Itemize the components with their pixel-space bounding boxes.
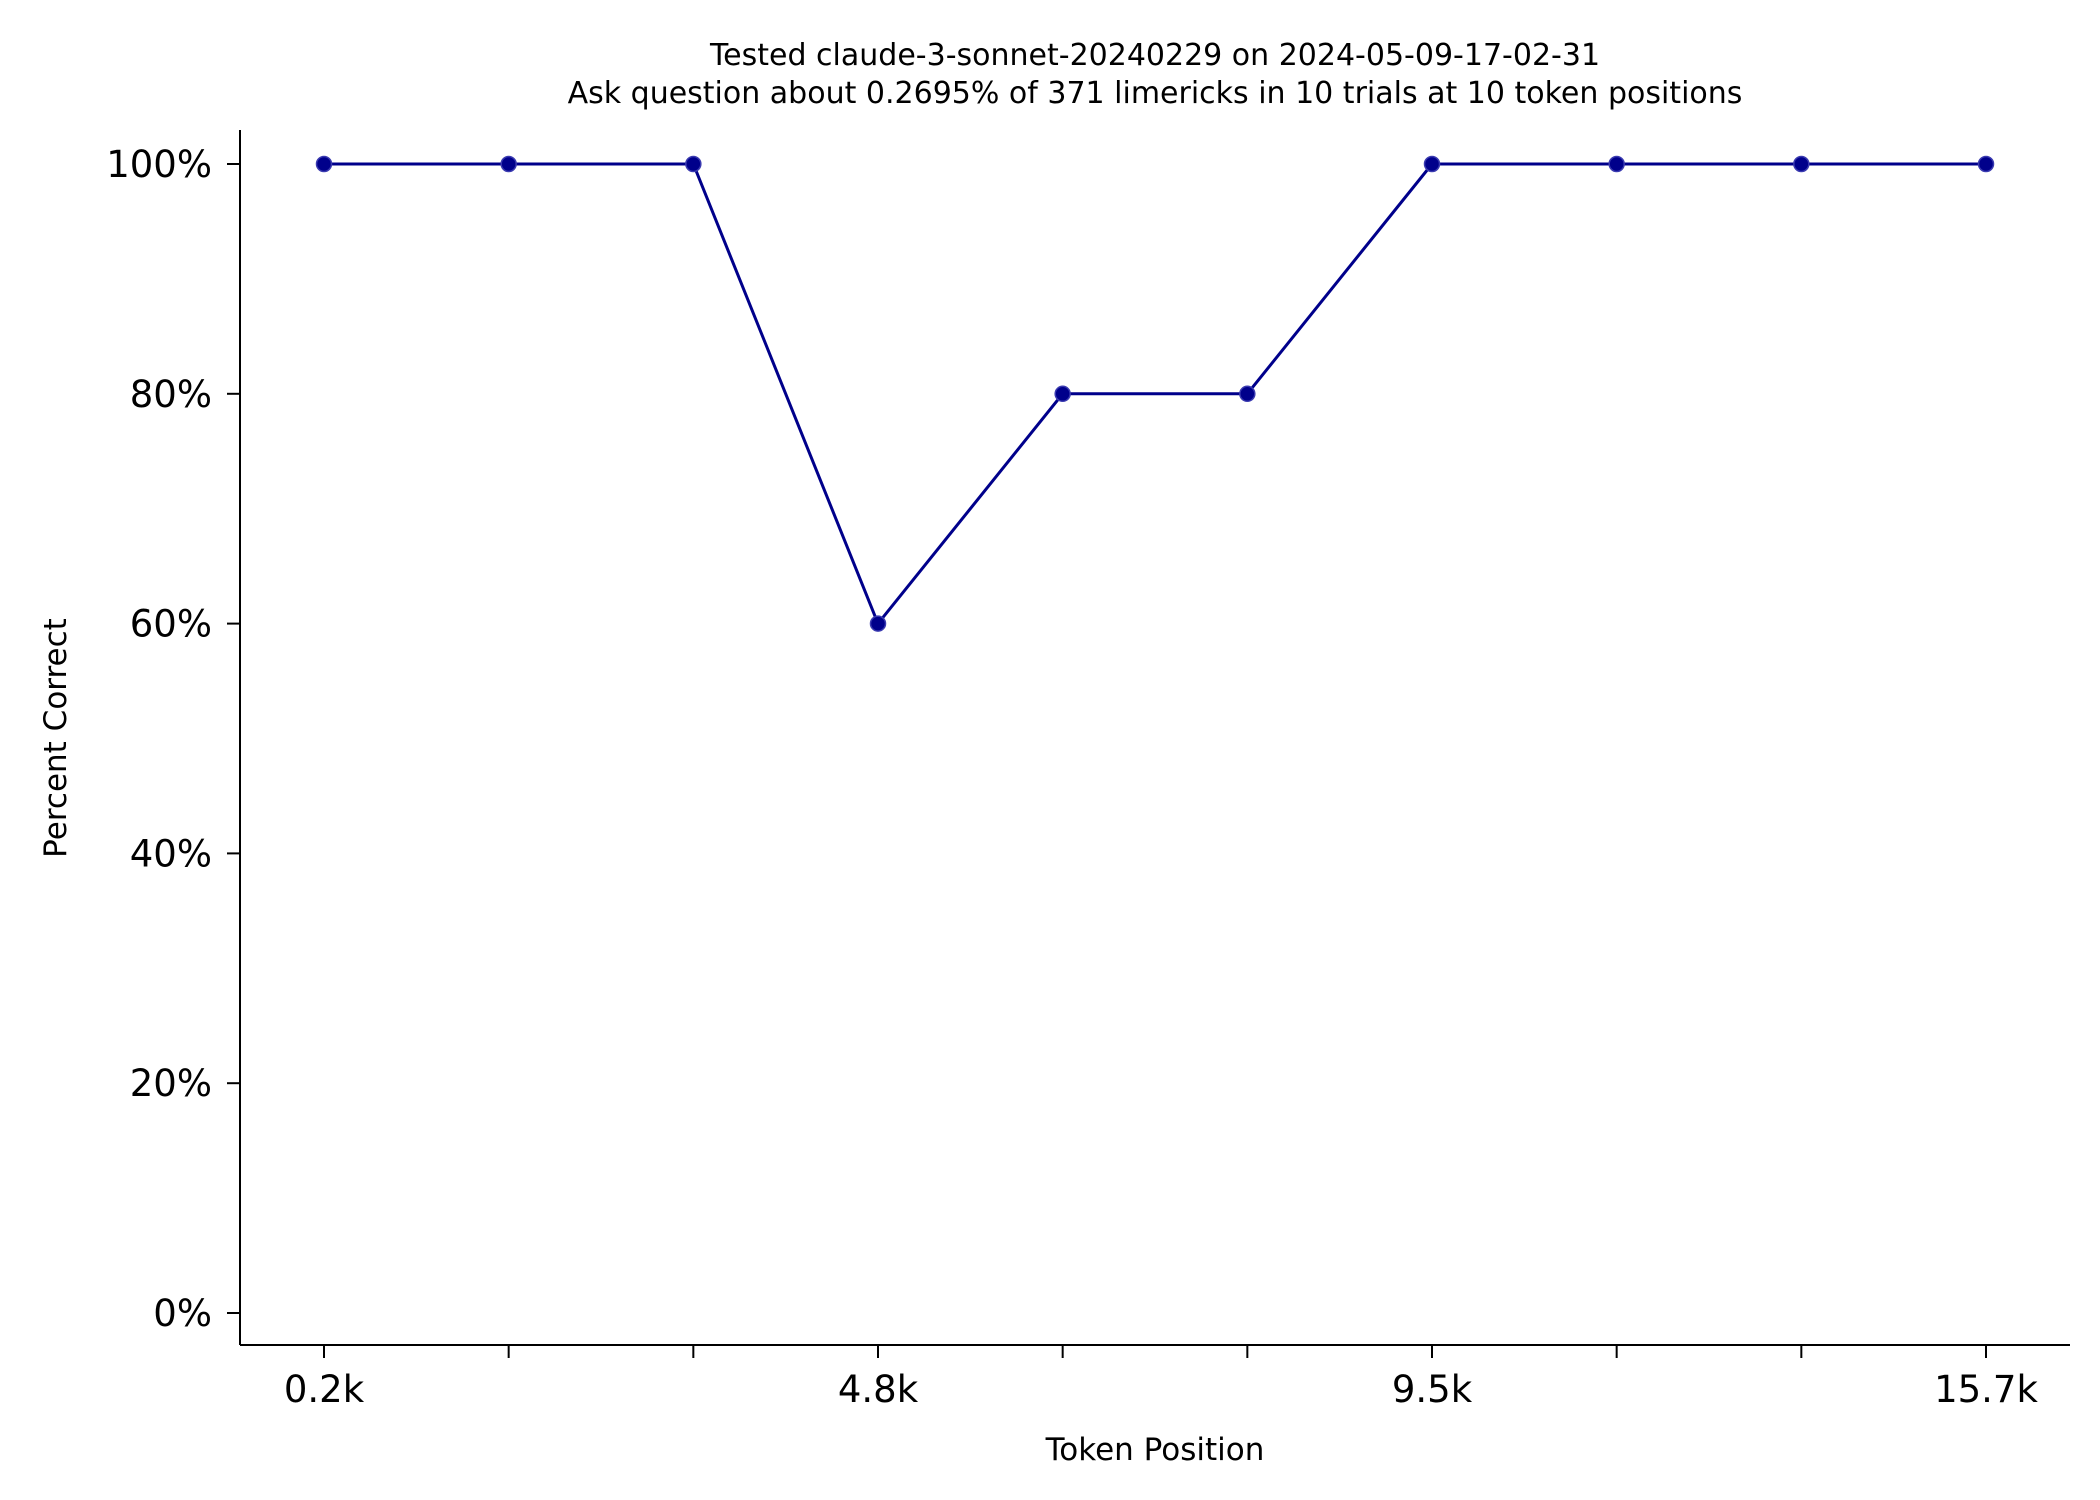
- data-point: [869, 615, 887, 632]
- series-line: [324, 162, 1986, 627]
- data-point: [1239, 385, 1256, 403]
- data-point: [1423, 155, 1441, 173]
- y-tick-label: 60%: [130, 603, 212, 646]
- y-tick-label: 20%: [130, 1062, 212, 1105]
- y-tick-label: 80%: [130, 373, 212, 416]
- series-layer: [315, 155, 1995, 632]
- x-tick-label: 4.8k: [838, 1368, 919, 1411]
- chart-subtitle: Ask question about 0.2695% of 371 limeri…: [568, 76, 1743, 111]
- y-axis-label: Percent Correct: [38, 618, 74, 858]
- data-point: [1608, 155, 1625, 173]
- data-point: [1977, 155, 1995, 173]
- x-tick-label: 0.2k: [284, 1368, 365, 1411]
- data-point: [1793, 155, 1810, 173]
- x-tick-label: 15.7k: [1934, 1368, 2038, 1411]
- data-point: [500, 155, 517, 173]
- y-tick-label: 40%: [130, 832, 212, 875]
- y-tick-label: 0%: [153, 1292, 212, 1335]
- chart-title: Tested claude-3-sonnet-20240229 on 2024-…: [709, 38, 1600, 73]
- y-axis-ticks: 0% 20% 40% 60% 80% 100%: [106, 143, 240, 1335]
- data-point: [685, 155, 702, 173]
- y-tick-label: 100%: [106, 143, 212, 186]
- x-axis-label: Token Position: [1045, 1432, 1265, 1468]
- data-point: [315, 155, 333, 173]
- x-axis-ticks: 0.2k 4.8k 9.5k 15.7k: [284, 1345, 2038, 1411]
- x-tick-label: 9.5k: [1392, 1368, 1473, 1411]
- data-point: [1054, 385, 1071, 403]
